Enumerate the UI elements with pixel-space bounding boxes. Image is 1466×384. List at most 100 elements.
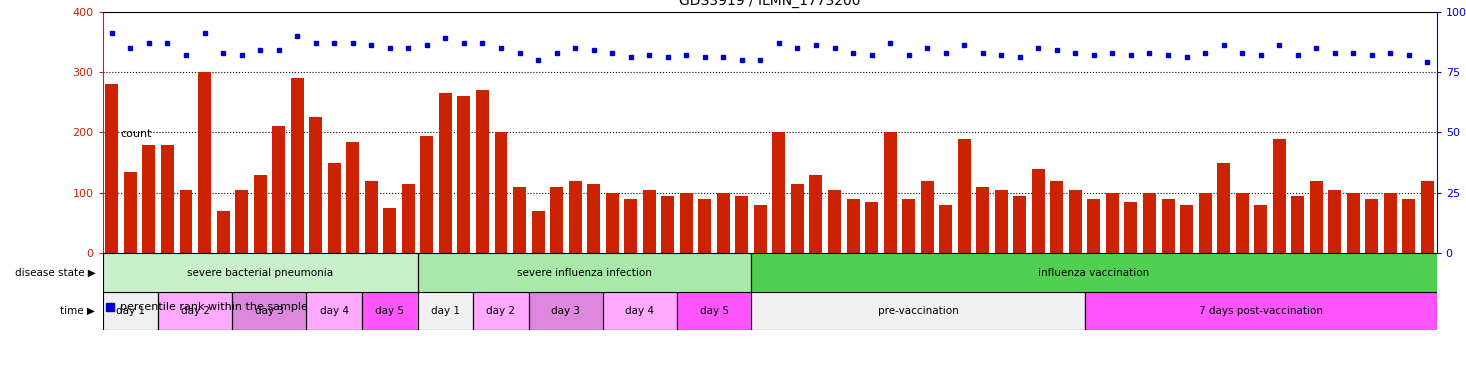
Bar bbox=[698, 199, 711, 253]
Text: day 4: day 4 bbox=[626, 306, 654, 316]
Bar bbox=[809, 175, 822, 253]
Bar bbox=[1365, 199, 1378, 253]
Bar bbox=[179, 190, 192, 253]
Bar bbox=[1292, 196, 1305, 253]
Bar bbox=[680, 193, 693, 253]
Bar bbox=[476, 90, 490, 253]
Bar bbox=[1309, 181, 1322, 253]
Text: severe bacterial pneumonia: severe bacterial pneumonia bbox=[188, 268, 333, 278]
Bar bbox=[1032, 169, 1045, 253]
Bar bbox=[1105, 193, 1119, 253]
Bar bbox=[792, 184, 803, 253]
Bar bbox=[1272, 139, 1286, 253]
Bar bbox=[884, 132, 897, 253]
Text: day 5: day 5 bbox=[375, 306, 405, 316]
Text: count: count bbox=[120, 129, 151, 139]
Bar bbox=[306, 292, 362, 330]
Text: day 1: day 1 bbox=[116, 306, 145, 316]
Text: day 2: day 2 bbox=[487, 306, 516, 316]
Bar bbox=[773, 132, 786, 253]
Text: day 5: day 5 bbox=[699, 306, 729, 316]
Bar bbox=[717, 193, 730, 253]
Text: disease state ▶: disease state ▶ bbox=[15, 268, 95, 278]
Bar bbox=[106, 84, 119, 253]
Bar bbox=[125, 172, 136, 253]
Bar bbox=[383, 208, 396, 253]
Bar bbox=[736, 196, 748, 253]
Bar bbox=[1180, 205, 1193, 253]
Bar bbox=[474, 292, 529, 330]
Bar bbox=[438, 93, 452, 253]
Bar bbox=[1421, 181, 1434, 253]
Bar bbox=[603, 292, 677, 330]
Bar bbox=[1384, 193, 1397, 253]
Bar bbox=[198, 72, 211, 253]
Bar bbox=[1088, 199, 1101, 253]
Bar bbox=[290, 78, 303, 253]
Bar bbox=[1124, 202, 1138, 253]
Bar bbox=[642, 190, 655, 253]
Bar bbox=[513, 187, 526, 253]
Bar bbox=[1403, 199, 1415, 253]
Text: percentile rank within the sample: percentile rank within the sample bbox=[120, 302, 308, 312]
Bar bbox=[751, 253, 1437, 292]
Bar bbox=[751, 292, 1085, 330]
Bar bbox=[418, 292, 474, 330]
Text: day 4: day 4 bbox=[320, 306, 349, 316]
Bar bbox=[161, 145, 174, 253]
Bar bbox=[254, 175, 267, 253]
Bar bbox=[1236, 193, 1249, 253]
Bar bbox=[921, 181, 934, 253]
Text: day 3: day 3 bbox=[551, 306, 581, 316]
Bar bbox=[1069, 190, 1082, 253]
Bar bbox=[362, 292, 418, 330]
Bar bbox=[235, 190, 248, 253]
Text: pre-vaccination: pre-vaccination bbox=[878, 306, 959, 316]
Bar bbox=[846, 199, 859, 253]
Bar bbox=[1328, 190, 1341, 253]
Bar bbox=[418, 253, 751, 292]
Text: day 1: day 1 bbox=[431, 306, 460, 316]
Bar bbox=[1347, 193, 1360, 253]
Bar bbox=[532, 211, 544, 253]
Bar bbox=[158, 292, 232, 330]
Bar bbox=[273, 126, 284, 253]
Bar bbox=[1143, 193, 1157, 253]
Bar bbox=[232, 292, 306, 330]
Bar bbox=[677, 292, 751, 330]
Bar bbox=[217, 211, 230, 253]
Bar bbox=[346, 142, 359, 253]
Bar bbox=[1217, 163, 1230, 253]
Bar bbox=[569, 181, 582, 253]
Bar bbox=[402, 184, 415, 253]
Bar bbox=[103, 292, 158, 330]
Bar bbox=[1161, 199, 1174, 253]
Bar bbox=[328, 163, 340, 253]
Bar bbox=[865, 202, 878, 253]
Bar bbox=[661, 196, 674, 253]
Bar bbox=[1050, 181, 1063, 253]
Text: GDS3919 / ILMN_1773200: GDS3919 / ILMN_1773200 bbox=[679, 0, 861, 8]
Bar bbox=[828, 190, 841, 253]
Bar bbox=[625, 199, 638, 253]
Bar bbox=[550, 187, 563, 253]
Bar bbox=[1255, 205, 1267, 253]
Bar bbox=[976, 187, 990, 253]
Bar bbox=[142, 145, 155, 253]
Text: 7 days post-vaccination: 7 days post-vaccination bbox=[1199, 306, 1322, 316]
Bar bbox=[309, 118, 323, 253]
Bar bbox=[103, 253, 418, 292]
Bar bbox=[754, 205, 767, 253]
Bar bbox=[457, 96, 471, 253]
Bar bbox=[902, 199, 915, 253]
Bar bbox=[365, 181, 378, 253]
Bar bbox=[1013, 196, 1026, 253]
Text: influenza vaccination: influenza vaccination bbox=[1038, 268, 1149, 278]
Text: severe influenza infection: severe influenza infection bbox=[517, 268, 652, 278]
Bar bbox=[1199, 193, 1211, 253]
Bar bbox=[529, 292, 603, 330]
Bar bbox=[494, 132, 507, 253]
Bar bbox=[995, 190, 1007, 253]
Bar bbox=[605, 193, 619, 253]
Bar bbox=[421, 136, 434, 253]
